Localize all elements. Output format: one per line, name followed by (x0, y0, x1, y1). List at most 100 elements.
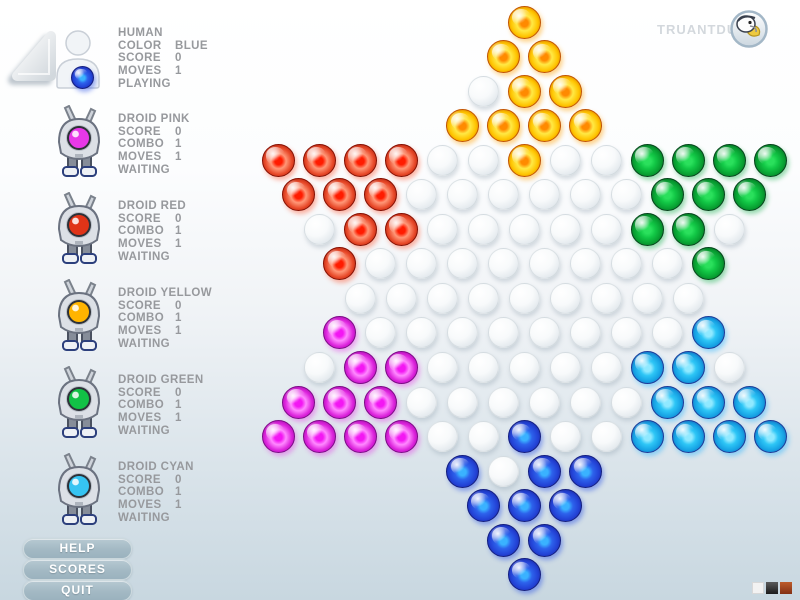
marble-green[interactable] (692, 178, 725, 212)
board-hole[interactable] (406, 248, 437, 280)
board-hole[interactable] (508, 352, 540, 383)
board-hole[interactable] (570, 179, 601, 211)
board-hole[interactable] (549, 352, 581, 383)
board-hole[interactable] (467, 421, 499, 453)
board-hole[interactable] (365, 248, 396, 280)
board-hole[interactable] (467, 352, 499, 383)
board-hole[interactable] (467, 75, 499, 107)
board-hole[interactable] (529, 179, 560, 211)
marble-green[interactable] (671, 143, 705, 177)
theme-swatch-light[interactable] (752, 582, 764, 594)
triangle-button[interactable] (6, 24, 60, 86)
board-hole[interactable] (488, 248, 519, 280)
board-hole[interactable] (611, 179, 642, 211)
board-hole[interactable] (303, 213, 335, 245)
marble-yellow[interactable] (507, 5, 541, 39)
marble-yellow[interactable] (548, 74, 582, 108)
marble-red[interactable] (282, 178, 315, 212)
board-hole[interactable] (406, 317, 437, 349)
marble-magenta[interactable] (323, 316, 356, 350)
marble-yellow[interactable] (446, 109, 479, 143)
board-hole[interactable] (713, 352, 745, 383)
board-hole[interactable] (611, 386, 642, 418)
board-hole[interactable] (508, 282, 540, 314)
board-hole[interactable] (406, 179, 437, 211)
board-hole[interactable] (529, 248, 560, 280)
board-hole[interactable] (590, 421, 622, 453)
board-hole[interactable] (529, 386, 560, 418)
marble-cyan[interactable] (671, 351, 705, 384)
marble-green[interactable] (651, 178, 684, 212)
marble-cyan[interactable] (671, 420, 705, 454)
marble-green[interactable] (692, 247, 725, 281)
board-hole[interactable] (549, 421, 581, 453)
board-hole[interactable] (508, 213, 540, 245)
marble-cyan[interactable] (692, 385, 725, 419)
scores-button[interactable]: SCORES (23, 559, 132, 580)
board-hole[interactable] (652, 248, 683, 280)
marble-green[interactable] (712, 143, 746, 177)
board-hole[interactable] (570, 386, 601, 418)
board-hole[interactable] (467, 213, 499, 245)
marble-magenta[interactable] (261, 420, 295, 454)
theme-swatch-dark[interactable] (766, 582, 778, 594)
marble-magenta[interactable] (282, 385, 315, 419)
marble-magenta[interactable] (343, 351, 377, 384)
board-hole[interactable] (406, 386, 437, 418)
marble-cyan[interactable] (651, 385, 684, 419)
board-hole[interactable] (447, 179, 478, 211)
board-hole[interactable] (467, 144, 499, 176)
board-hole[interactable] (447, 386, 478, 418)
marble-yellow[interactable] (507, 74, 541, 108)
marble-yellow[interactable] (487, 109, 520, 143)
marble-cyan[interactable] (753, 420, 787, 454)
board-hole[interactable] (549, 282, 581, 314)
board-hole[interactable] (590, 213, 622, 245)
marble-magenta[interactable] (384, 420, 418, 454)
quit-button[interactable]: QUIT (23, 580, 132, 600)
board-hole[interactable] (303, 352, 335, 383)
marble-cyan[interactable] (630, 420, 664, 454)
board-hole[interactable] (488, 179, 519, 211)
marble-blue[interactable] (569, 454, 602, 488)
board-hole[interactable] (426, 352, 458, 383)
board-hole[interactable] (488, 317, 519, 349)
board-hole[interactable] (447, 248, 478, 280)
board-hole[interactable] (611, 317, 642, 349)
marble-cyan[interactable] (712, 420, 746, 454)
board-hole[interactable] (713, 213, 745, 245)
help-button[interactable]: HELP (23, 538, 132, 559)
board-hole[interactable] (590, 282, 622, 314)
marble-red[interactable] (384, 143, 418, 177)
marble-cyan[interactable] (692, 316, 725, 350)
board-hole[interactable] (529, 317, 560, 349)
board-hole[interactable] (426, 421, 458, 453)
marble-red[interactable] (302, 143, 336, 177)
marble-cyan[interactable] (733, 385, 766, 419)
marble-cyan[interactable] (630, 351, 664, 384)
marble-green[interactable] (733, 178, 766, 212)
board-hole[interactable] (549, 213, 581, 245)
marble-magenta[interactable] (323, 385, 356, 419)
board-hole[interactable] (385, 282, 417, 314)
marble-green[interactable] (630, 143, 664, 177)
board-hole[interactable] (590, 144, 622, 176)
marble-blue[interactable] (548, 489, 582, 523)
marble-blue[interactable] (507, 489, 541, 523)
marble-red[interactable] (343, 143, 377, 177)
marble-yellow[interactable] (507, 143, 541, 177)
board-hole[interactable] (467, 282, 499, 314)
board-hole[interactable] (611, 248, 642, 280)
marble-blue[interactable] (446, 454, 479, 488)
marble-green[interactable] (753, 143, 787, 177)
board-hole[interactable] (344, 282, 376, 314)
board-hole[interactable] (426, 282, 458, 314)
board-hole[interactable] (426, 213, 458, 245)
board-hole[interactable] (570, 317, 601, 349)
board-hole[interactable] (488, 386, 519, 418)
board-hole[interactable] (549, 144, 581, 176)
marble-yellow[interactable] (528, 40, 561, 74)
marble-blue[interactable] (466, 489, 500, 523)
marble-blue[interactable] (528, 523, 561, 557)
marble-magenta[interactable] (302, 420, 336, 454)
